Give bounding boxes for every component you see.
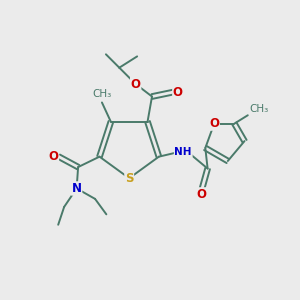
Text: CH₃: CH₃ (92, 89, 112, 100)
Text: CH₃: CH₃ (249, 104, 268, 114)
Text: O: O (209, 117, 219, 130)
Text: O: O (48, 150, 59, 163)
Text: O: O (173, 85, 183, 99)
Text: O: O (197, 188, 207, 201)
Text: NH: NH (175, 147, 192, 157)
Text: N: N (72, 182, 82, 195)
Text: S: S (125, 172, 134, 185)
Text: O: O (130, 77, 141, 91)
